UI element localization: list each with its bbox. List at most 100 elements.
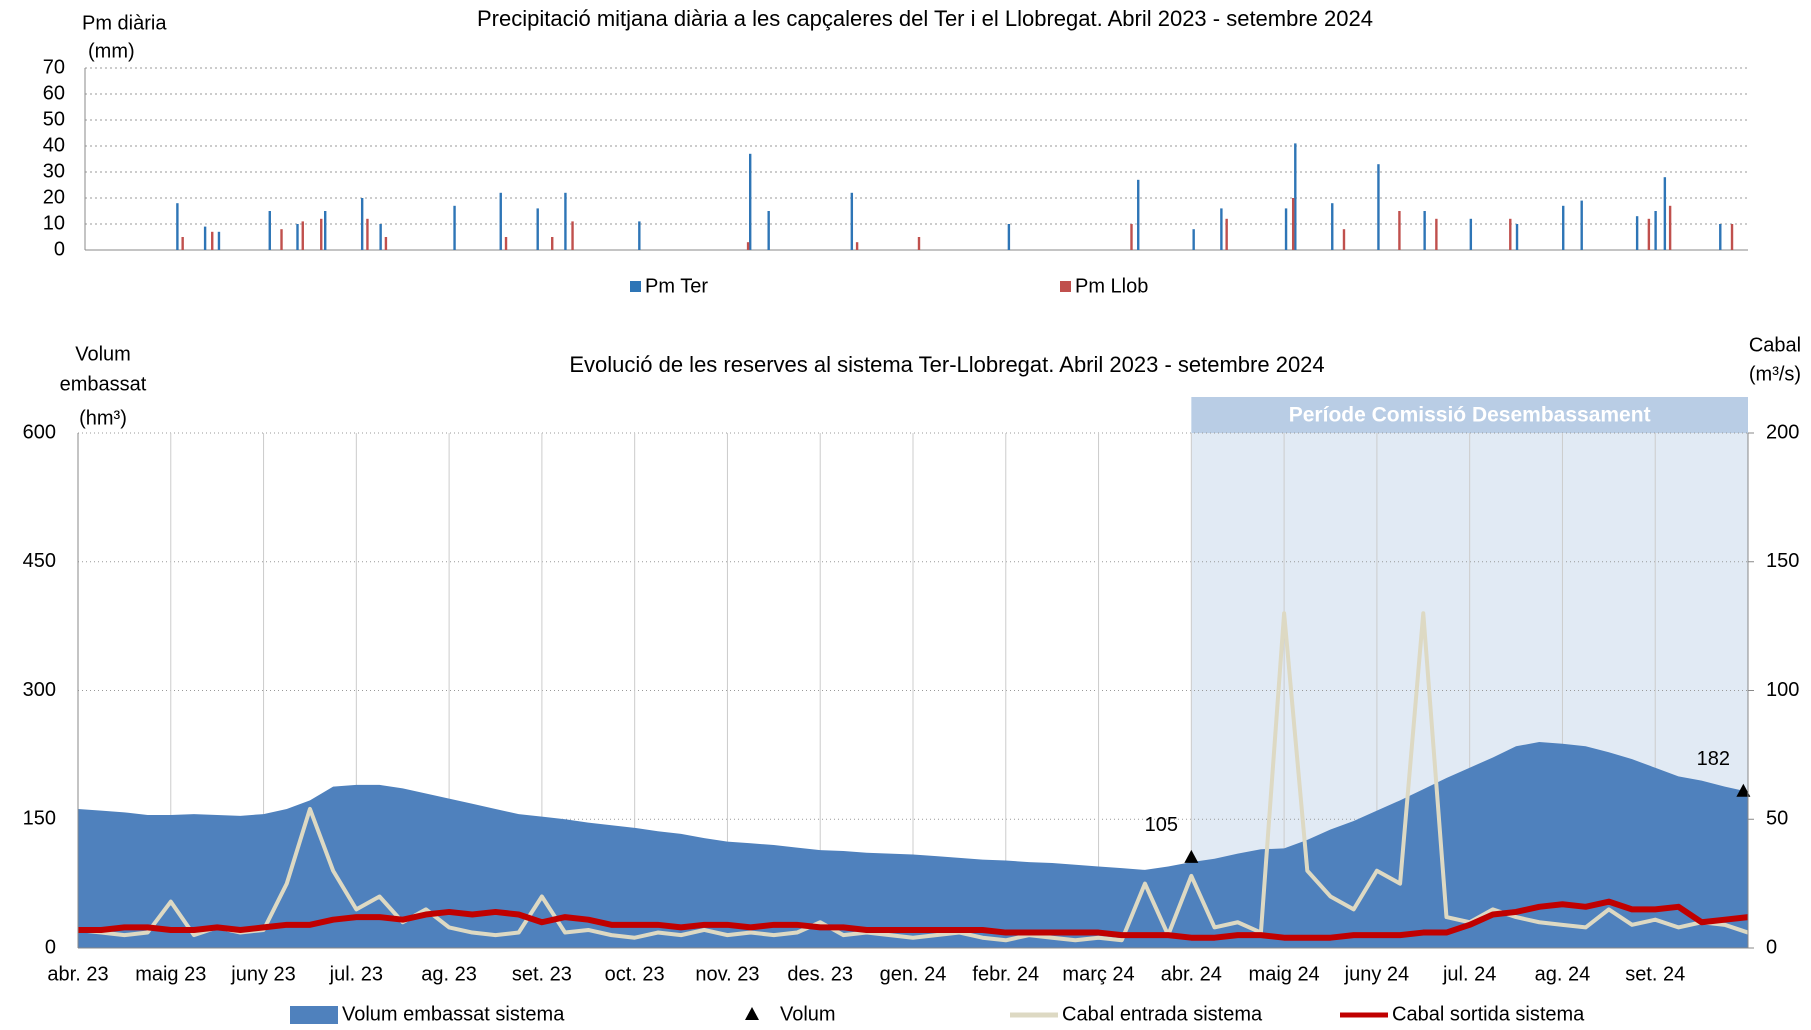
bar [384, 237, 388, 250]
bar [181, 237, 184, 250]
x-tick-label: abr. 24 [1161, 963, 1222, 985]
x-tick-label: gen. 24 [880, 963, 947, 985]
x-tick-label: maig 24 [1249, 963, 1320, 985]
bar [1007, 224, 1011, 250]
y-tick-label: 0 [54, 238, 65, 260]
bar [1192, 229, 1195, 250]
bar [1294, 143, 1297, 250]
chart-title: Evolució de les reserves al sistema Ter-… [569, 352, 1324, 377]
bar [917, 237, 921, 250]
y2-tick-label: 150 [1766, 550, 1799, 572]
y2-axis-label: Cabal [1749, 334, 1801, 356]
x-tick-label: juny 24 [1344, 963, 1410, 985]
bar [499, 192, 502, 250]
bar [1730, 224, 1734, 250]
y2-axis-label: (m³/s) [1749, 363, 1801, 385]
bar [1291, 198, 1295, 250]
bar [324, 211, 327, 250]
bar [1331, 203, 1334, 250]
bar [564, 192, 567, 250]
x-tick-label: oct. 23 [605, 963, 665, 985]
bar [280, 229, 283, 250]
bar [571, 221, 574, 250]
bar [855, 242, 859, 250]
bar [1663, 177, 1667, 250]
bar [749, 153, 752, 250]
bar [217, 231, 221, 250]
y-axis-label: (mm) [88, 40, 135, 62]
bar [360, 198, 364, 250]
legend-label: Cabal entrada sistema [1062, 1003, 1263, 1025]
bar [1515, 224, 1519, 250]
bar [1377, 164, 1380, 250]
x-tick-label: maig 23 [135, 963, 206, 985]
legend-swatch [630, 281, 641, 292]
x-tick-label: jul. 24 [1442, 963, 1496, 985]
line [78, 898, 1749, 941]
y-tick-label: 450 [23, 550, 56, 572]
bar [504, 237, 508, 250]
bar [176, 203, 179, 250]
period-label: Període Comissió Desembassament [1289, 404, 1651, 427]
y-tick-label: 70 [43, 56, 65, 78]
bar [1647, 218, 1651, 250]
bar [767, 211, 770, 250]
x-tick-label: març 24 [1062, 963, 1134, 985]
bar [296, 224, 299, 250]
y-axis-label: (hm³) [79, 407, 127, 429]
y-tick-label: 150 [23, 808, 56, 830]
y-axis-label: Volum [75, 343, 131, 365]
bar [1469, 218, 1473, 250]
y-tick-label: 50 [43, 108, 65, 130]
y-tick-label: 20 [43, 186, 65, 208]
bar [1562, 205, 1565, 250]
bar [379, 224, 382, 250]
x-tick-label: abr. 23 [47, 963, 108, 985]
marker [1736, 783, 1751, 797]
bar [453, 205, 456, 250]
bar [1668, 205, 1672, 250]
bar [1423, 211, 1426, 250]
x-tick-label: set. 24 [1625, 963, 1685, 985]
legend-swatch [1060, 281, 1071, 292]
bar [1137, 179, 1140, 250]
y2-tick-label: 50 [1766, 808, 1788, 830]
bar [1654, 211, 1657, 250]
y-tick-label: 40 [43, 134, 65, 156]
y-axis-label: embassat [60, 373, 147, 395]
legend-label: Pm Llob [1075, 275, 1148, 297]
bar [366, 218, 369, 250]
legend-label: Cabal sortida sistema [1392, 1003, 1585, 1025]
y2-tick-label: 0 [1766, 936, 1777, 958]
bar [1635, 216, 1639, 250]
y-axis-label: Pm diària [82, 12, 167, 34]
y-tick-label: 30 [43, 160, 65, 182]
bar [746, 242, 750, 250]
x-tick-label: ag. 23 [421, 963, 477, 985]
bar [850, 192, 854, 250]
x-tick-label: nov. 23 [695, 963, 759, 985]
x-tick-label: set. 23 [512, 963, 572, 985]
x-tick-label: ag. 24 [1535, 963, 1591, 985]
legend-label: Volum embassat sistema [342, 1003, 565, 1025]
data-label: 105 [1145, 814, 1178, 836]
bar [1580, 200, 1583, 250]
y-tick-label: 0 [45, 936, 56, 958]
y-tick-label: 600 [23, 421, 56, 443]
y2-tick-label: 200 [1766, 421, 1799, 443]
y-tick-label: 60 [43, 82, 65, 104]
bar [1284, 208, 1288, 250]
bar [1719, 224, 1722, 250]
x-tick-label: juny 23 [230, 963, 296, 985]
bar [536, 208, 539, 250]
data-label: 182 [1697, 748, 1730, 770]
bar [551, 237, 554, 250]
bar [1220, 208, 1223, 250]
bar [320, 218, 323, 250]
bar [301, 221, 304, 250]
bar [638, 221, 641, 250]
bar [1130, 224, 1133, 250]
marker [1184, 849, 1199, 863]
legend-label: Pm Ter [645, 275, 708, 297]
